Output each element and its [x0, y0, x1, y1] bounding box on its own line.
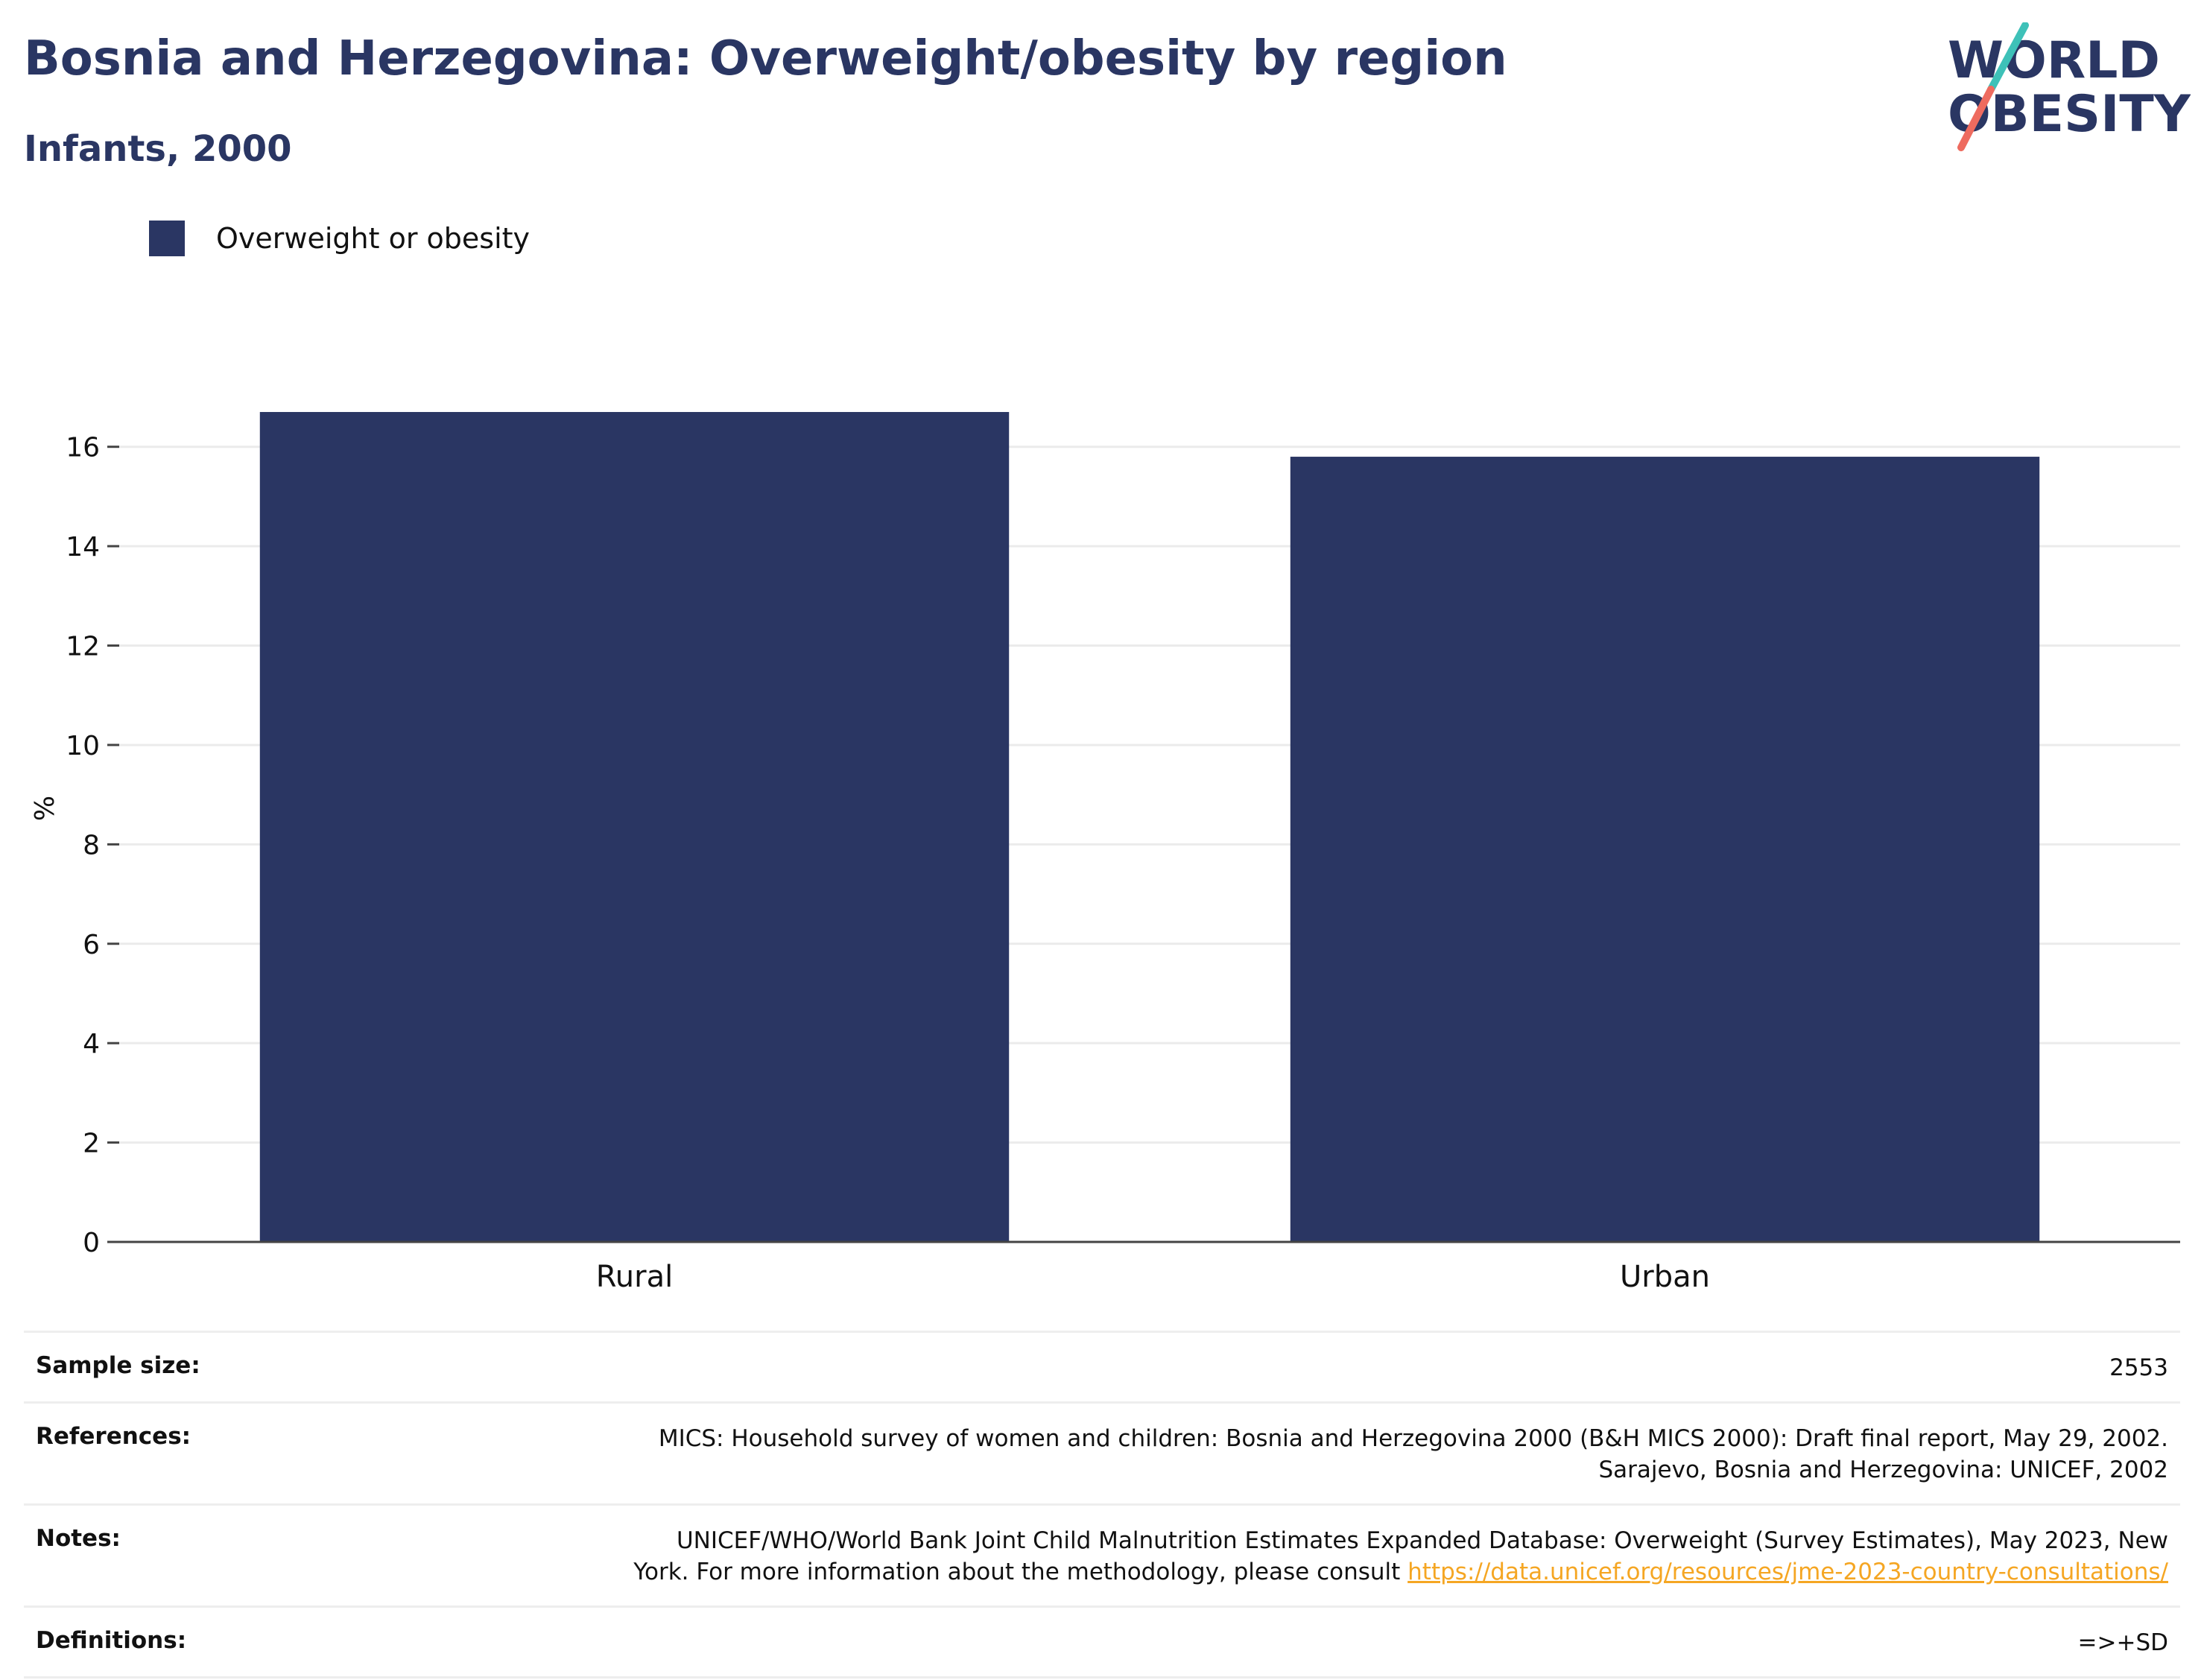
references-line-2: Sarajevo, Bosnia and Herzegovina: UNICEF…	[1598, 1456, 2169, 1483]
info-row-references: References: MICS: Household survey of wo…	[24, 1401, 2180, 1503]
y-tick-label: 2	[83, 1129, 100, 1159]
x-axis-labels: Rural Urban	[596, 1260, 1710, 1294]
y-tick-label: 8	[83, 830, 100, 860]
sample-size-value: 2553	[2109, 1354, 2168, 1381]
chart-title: Bosnia and Herzegovina: Overweight/obesi…	[24, 31, 1507, 86]
y-tick-label: 14	[66, 532, 100, 562]
references-value: MICS: Household survey of women and chil…	[659, 1423, 2168, 1486]
legend[interactable]: Overweight or obesity	[149, 221, 530, 256]
y-tick-label: 16	[66, 433, 100, 463]
x-category-label: Urban	[1620, 1260, 1710, 1294]
legend-label: Overweight or obesity	[216, 222, 531, 255]
logo-slash-top	[1987, 22, 2029, 93]
notes-line-1: UNICEF/WHO/World Bank Joint Child Malnut…	[676, 1527, 2168, 1554]
notes-link[interactable]: https://data.unicef.org/resources/jme-20…	[1407, 1559, 2168, 1585]
notes-line-2-text: York. For more information about the met…	[633, 1559, 1401, 1585]
logo-slash-bottom	[1957, 86, 1995, 151]
y-axis-label: %	[30, 796, 60, 821]
logo-text-world: WORLD	[1948, 31, 2160, 90]
notes-label: Notes:	[36, 1525, 121, 1552]
references-line-1: MICS: Household survey of women and chil…	[658, 1425, 2168, 1452]
bar-rural[interactable]	[259, 412, 1010, 1243]
bar-urban[interactable]	[1290, 457, 2040, 1242]
definitions-label: Definitions:	[36, 1627, 187, 1654]
info-row-notes: Notes: UNICEF/WHO/World Bank Joint Child…	[24, 1503, 2180, 1605]
bar-chart: 0 2 4 6 8 10 12 14 16 Rural Urban %	[30, 412, 2180, 1294]
y-tick-label: 0	[83, 1228, 100, 1258]
y-axis-ticks: 0 2 4 6 8 10 12 14 16	[66, 433, 119, 1258]
y-tick-label: 6	[83, 930, 100, 960]
y-tick-label: 4	[83, 1029, 100, 1059]
chart-subtitle: Infants, 2000	[24, 128, 292, 170]
bars	[259, 412, 2040, 1243]
notes-value: UNICEF/WHO/World Bank Joint Child Malnut…	[633, 1525, 2168, 1588]
references-label: References:	[36, 1423, 191, 1450]
notes-line-2: York. For more information about the met…	[633, 1556, 2168, 1588]
world-obesity-logo: WORLD OBESITY	[1948, 22, 2191, 151]
definitions-value: =>+SD	[2077, 1629, 2168, 1656]
info-row-definitions: Definitions: =>+SD	[24, 1605, 2180, 1679]
x-category-label: Rural	[596, 1260, 673, 1294]
sample-size-label: Sample size:	[36, 1352, 200, 1379]
info-row-sample-size: Sample size: 2553	[24, 1331, 2180, 1401]
info-table: Sample size: 2553 References: MICS: Hous…	[24, 1331, 2180, 1679]
y-tick-label: 12	[66, 632, 100, 662]
y-tick-label: 10	[66, 731, 100, 761]
legend-swatch	[149, 221, 185, 256]
